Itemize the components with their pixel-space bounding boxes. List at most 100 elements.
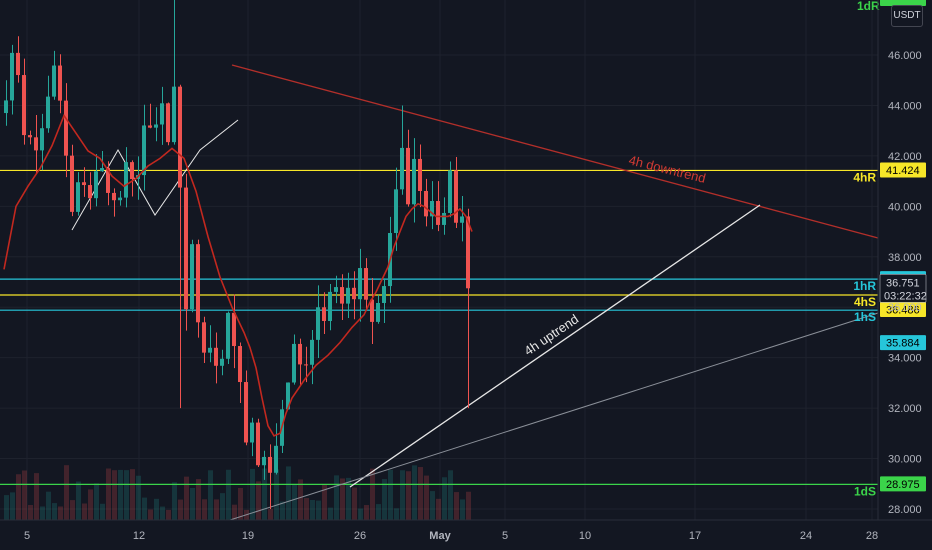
candle-body (100, 168, 104, 172)
candle-body (382, 286, 386, 303)
candle-body (184, 187, 188, 310)
current-price-badge (879, 273, 927, 303)
y-tick-label: 30.000 (888, 454, 922, 466)
volume-bar (424, 475, 429, 520)
level-badge-4hR (880, 162, 926, 178)
volume-bar (310, 499, 315, 520)
volume-bar (352, 487, 357, 520)
candle-body (124, 162, 128, 198)
x-tick-label: 17 (689, 530, 701, 542)
candle-body (208, 347, 212, 353)
countdown-text: 03:22:32 (884, 290, 927, 302)
candle-body (370, 299, 374, 322)
volume-bar (412, 465, 417, 520)
volume-bar (148, 509, 153, 520)
level-badge-text-1dS: 28.975 (886, 479, 920, 491)
volume-bar (52, 503, 57, 520)
candle-body (142, 125, 146, 176)
volume-bar (262, 468, 267, 520)
candle-body (448, 170, 452, 213)
candle-body (442, 212, 446, 225)
candle-body (214, 347, 218, 366)
volume-bar (358, 508, 363, 520)
volume-bar (178, 499, 183, 520)
volume-bar (436, 498, 441, 520)
level-badge-1dS (880, 476, 926, 492)
candle-body (196, 244, 200, 323)
candle-body (466, 216, 470, 289)
candle-body (76, 182, 80, 212)
candle-body (406, 147, 410, 205)
level-name-1dS: 1dS (854, 484, 876, 498)
y-tick-label: 34.000 (888, 353, 922, 365)
volume-bar (76, 481, 81, 520)
level-name-1hR: 1hR (853, 279, 876, 293)
grid (0, 0, 878, 520)
level-badge-text-1hS: 35.884 (886, 338, 920, 350)
volume-bar (196, 479, 201, 520)
candle-body (436, 200, 440, 225)
x-tick-label: May (429, 530, 451, 542)
candle-body (40, 128, 44, 151)
volume-bar (172, 482, 177, 520)
y-tick-label: 44.000 (888, 100, 922, 112)
candle-body (376, 302, 380, 322)
ma-line (3, 113, 473, 437)
volume-bar (184, 476, 189, 520)
candle-body (226, 312, 230, 359)
volume-bar (346, 477, 351, 520)
candle-body (148, 125, 152, 128)
volume-bar (406, 471, 411, 520)
volume-bar (208, 470, 213, 520)
candle-body (274, 445, 278, 473)
candle-body (232, 312, 236, 347)
volume-bar (250, 468, 255, 520)
volume-bar (10, 492, 15, 520)
x-tick-label: 19 (242, 530, 254, 542)
x-tick-label: 5 (24, 530, 30, 542)
y-tick-label: 38.000 (888, 252, 922, 264)
volume-bar (460, 499, 465, 520)
candle-body (304, 364, 308, 366)
volume-bar (124, 470, 129, 520)
candle-body (238, 346, 242, 383)
candle-body (244, 382, 248, 443)
volume-bar (442, 477, 447, 520)
candle-body (292, 343, 296, 383)
volume-bar (46, 491, 51, 520)
volume-bar (256, 481, 261, 520)
candle-body (262, 456, 266, 466)
volume-bar (466, 491, 471, 520)
volume-bar (376, 504, 381, 520)
volume-bar (394, 508, 399, 520)
volume-bar (112, 470, 117, 520)
current-price-text: 36.751 (886, 277, 920, 289)
x-tick-label: 24 (800, 530, 812, 542)
volume-bar (82, 503, 87, 520)
volume-bar (382, 479, 387, 520)
volume-bar (304, 498, 309, 520)
candle-body (256, 422, 260, 466)
currency-label[interactable]: USDT (891, 5, 923, 27)
candle-body (130, 162, 134, 180)
volume-bar (298, 479, 303, 520)
candle-body (22, 75, 26, 136)
volume-bar (100, 503, 105, 520)
trend-lines (71, 64, 879, 521)
candle-body (412, 158, 416, 205)
candles (4, 0, 470, 509)
volume-bar (190, 487, 195, 520)
volume-bar (28, 505, 33, 520)
candle-body (16, 52, 20, 76)
volume-bar (70, 500, 75, 520)
candle-body (394, 189, 398, 233)
volume-bar (292, 484, 297, 520)
volume-bars (4, 465, 471, 520)
level-badge-1hS (880, 335, 926, 351)
candle-body (52, 65, 56, 97)
candle-body (64, 100, 68, 156)
candle-body (322, 307, 326, 321)
candle-body (106, 168, 110, 193)
